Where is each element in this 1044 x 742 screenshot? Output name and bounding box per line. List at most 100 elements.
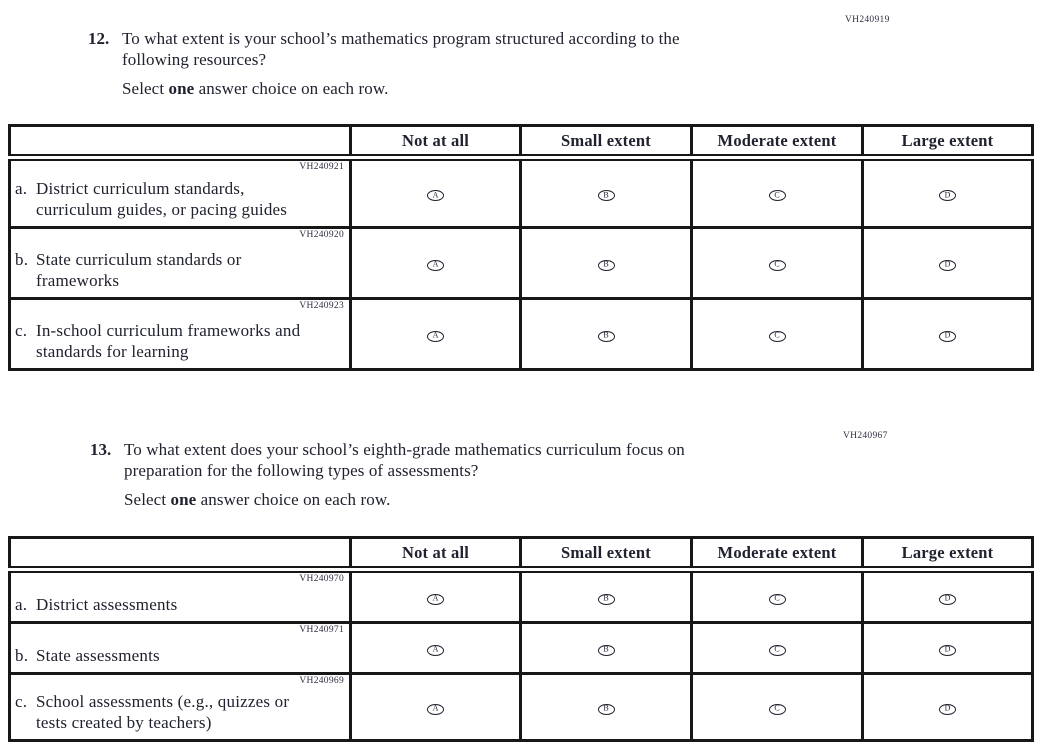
- answer-bubble-d[interactable]: D: [939, 190, 956, 201]
- row-label: c. In-school curriculum frameworks and s…: [15, 320, 343, 362]
- answer-cell: D: [861, 621, 1034, 675]
- row-label-cell: VH240969 c. School assessments (e.g., qu…: [8, 672, 352, 742]
- corner-cell: [8, 124, 352, 161]
- answer-cell: D: [861, 226, 1034, 300]
- row-letter: a.: [15, 595, 28, 614]
- response-table-q13: Not at all Small extent Moderate extent …: [8, 536, 1034, 742]
- question-13-code: VH240967: [843, 431, 888, 441]
- column-header-large-extent: Large extent: [861, 124, 1034, 161]
- item-code: VH240971: [299, 625, 344, 635]
- answer-bubble-d[interactable]: D: [939, 703, 956, 715]
- answer-cell: A: [349, 156, 522, 229]
- row-label: b. State assessments: [15, 645, 343, 666]
- answer-bubble-d[interactable]: D: [939, 259, 956, 271]
- answer-cell: B: [519, 297, 693, 371]
- instruction-text: Select: [124, 490, 171, 509]
- answer-bubble-c[interactable]: C: [768, 593, 786, 605]
- header-row: Not at all Small extent Moderate extent …: [8, 536, 1034, 573]
- table-row-b: VH240971 b. State assessments A B C D: [8, 621, 1034, 675]
- row-letter: c.: [15, 321, 28, 340]
- question-12-number: 12.: [88, 29, 110, 48]
- row-label: c. School assessments (e.g., quizzes or …: [15, 691, 343, 733]
- item-code: VH240921: [299, 162, 344, 172]
- instruction-text: answer choice on each row.: [196, 490, 391, 509]
- column-header-not-at-all: Not at all: [349, 124, 522, 161]
- instruction-bold: one: [168, 79, 195, 98]
- corner-cell: [8, 536, 352, 573]
- answer-cell: D: [861, 568, 1034, 624]
- column-header-moderate-extent: Moderate extent: [690, 536, 864, 573]
- answer-cell: D: [861, 156, 1034, 229]
- answer-cell: D: [861, 297, 1034, 371]
- answer-bubble-c[interactable]: C: [768, 703, 786, 715]
- row-label-text: District curriculum standards, curriculu…: [36, 179, 288, 219]
- answer-cell: C: [690, 672, 864, 742]
- column-header-not-at-all: Not at all: [349, 536, 522, 573]
- answer-bubble-c[interactable]: C: [768, 259, 786, 271]
- answer-cell: C: [690, 226, 864, 300]
- row-label-text: School assessments (e.g., quizzes or tes…: [36, 692, 290, 732]
- row-label-cell: VH240971 b. State assessments: [8, 621, 352, 675]
- answer-bubble-b[interactable]: B: [597, 190, 615, 201]
- answer-cell: A: [349, 568, 522, 624]
- question-text-line: To what extent does your school’s eighth…: [124, 440, 685, 459]
- answer-bubble-a[interactable]: A: [427, 259, 444, 271]
- answer-bubble-a[interactable]: A: [427, 593, 444, 605]
- answer-cell: C: [690, 568, 864, 624]
- question-12-text: To what extent is your school’s mathemat…: [122, 28, 680, 99]
- answer-bubble-c[interactable]: C: [768, 330, 786, 342]
- answer-cell: A: [349, 621, 522, 675]
- response-table-q12: Not at all Small extent Moderate extent …: [8, 124, 1034, 371]
- answer-bubble-c[interactable]: C: [768, 644, 786, 656]
- answer-bubble-b[interactable]: B: [597, 330, 615, 342]
- row-label: a. District assessments: [15, 594, 343, 615]
- answer-cell: B: [519, 568, 693, 624]
- row-label-cell: VH240921 a. District curriculum standard…: [8, 156, 352, 229]
- answer-cell: C: [690, 156, 864, 229]
- table-row-c: VH240969 c. School assessments (e.g., qu…: [8, 672, 1034, 742]
- question-text-line: following resources?: [122, 50, 267, 69]
- instruction-bold: one: [170, 490, 197, 509]
- answer-bubble-b[interactable]: B: [597, 703, 615, 715]
- answer-cell: B: [519, 156, 693, 229]
- answer-cell: C: [690, 621, 864, 675]
- row-letter: c.: [15, 692, 28, 711]
- answer-cell: B: [519, 621, 693, 675]
- answer-cell: A: [349, 297, 522, 371]
- answer-bubble-d[interactable]: D: [939, 593, 956, 605]
- answer-bubble-b[interactable]: B: [597, 259, 615, 271]
- answer-cell: C: [690, 297, 864, 371]
- answer-cell: A: [349, 672, 522, 742]
- column-header-moderate-extent: Moderate extent: [690, 124, 864, 161]
- select-instruction: Select one answer choice on each row.: [124, 489, 685, 510]
- row-label-cell: VH240920 b. State curriculum standards o…: [8, 226, 352, 300]
- table-row-c: VH240923 c. In-school curriculum framewo…: [8, 297, 1034, 371]
- row-label-cell: VH240970 a. District assessments: [8, 568, 352, 624]
- answer-bubble-b[interactable]: B: [597, 593, 615, 605]
- answer-cell: B: [519, 226, 693, 300]
- answer-bubble-d[interactable]: D: [939, 644, 956, 656]
- item-code: VH240969: [299, 676, 344, 686]
- row-label: a. District curriculum standards, curric…: [15, 178, 343, 220]
- answer-bubble-d[interactable]: D: [939, 330, 956, 342]
- row-label-text: In-school curriculum frameworks and stan…: [36, 321, 301, 361]
- answer-bubble-c[interactable]: C: [768, 190, 786, 201]
- answer-bubble-a[interactable]: A: [427, 644, 444, 656]
- table-row-a: VH240921 a. District curriculum standard…: [8, 156, 1034, 229]
- answer-cell: D: [861, 672, 1034, 742]
- header-row: Not at all Small extent Moderate extent …: [8, 124, 1034, 161]
- answer-bubble-b[interactable]: B: [597, 644, 615, 656]
- table-row-b: VH240920 b. State curriculum standards o…: [8, 226, 1034, 300]
- answer-bubble-a[interactable]: A: [427, 703, 444, 715]
- row-label-cell: VH240923 c. In-school curriculum framewo…: [8, 297, 352, 371]
- answer-bubble-a[interactable]: A: [427, 330, 444, 342]
- instruction-text: Select: [122, 79, 169, 98]
- row-letter: a.: [15, 179, 28, 198]
- column-header-small-extent: Small extent: [519, 124, 693, 161]
- answer-cell: A: [349, 226, 522, 300]
- question-13-number: 13.: [90, 440, 112, 459]
- question-12-code: VH240919: [845, 15, 890, 25]
- item-code: VH240920: [299, 230, 344, 240]
- answer-bubble-a[interactable]: A: [427, 190, 444, 201]
- row-label: b. State curriculum standards or framewo…: [15, 249, 343, 291]
